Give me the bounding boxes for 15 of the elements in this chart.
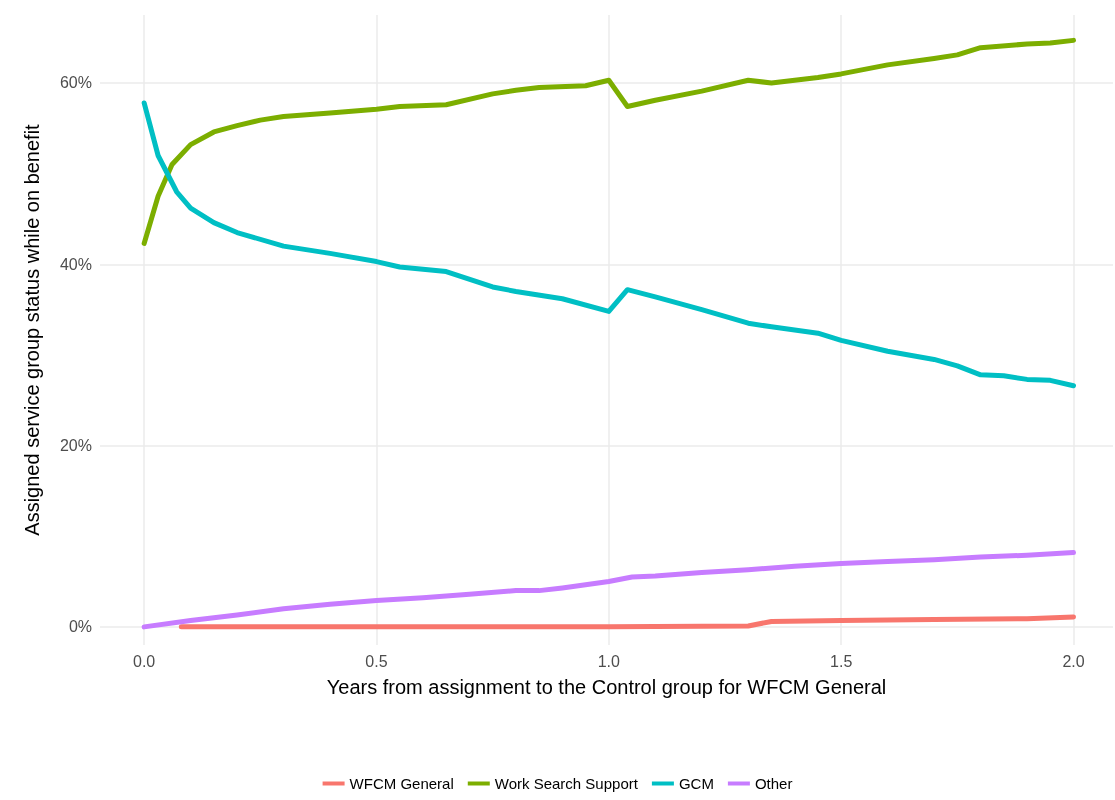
y-tick-label: 20% [59,437,92,455]
legend-label: Work Search Support [494,775,639,792]
y-axis-title: Assigned service group status while on benefit [21,123,43,536]
x-axis-title: Years from assignment to the Control group for WFCM General [326,676,887,698]
legend-label: GCM [678,775,714,792]
y-tick-label: 40% [59,255,92,273]
legend-label: WFCM General [349,775,454,792]
y-tick-label: 0% [68,618,92,636]
x-tick-label: 1.5 [830,652,853,670]
x-tick-label: 2.0 [1062,652,1085,670]
x-tick-label: 0.5 [365,652,388,670]
x-tick-label: 1.0 [597,652,621,670]
legend-label: Other [754,775,793,792]
x-tick-label: 0.0 [133,652,156,670]
y-tick-label: 60% [59,74,92,92]
